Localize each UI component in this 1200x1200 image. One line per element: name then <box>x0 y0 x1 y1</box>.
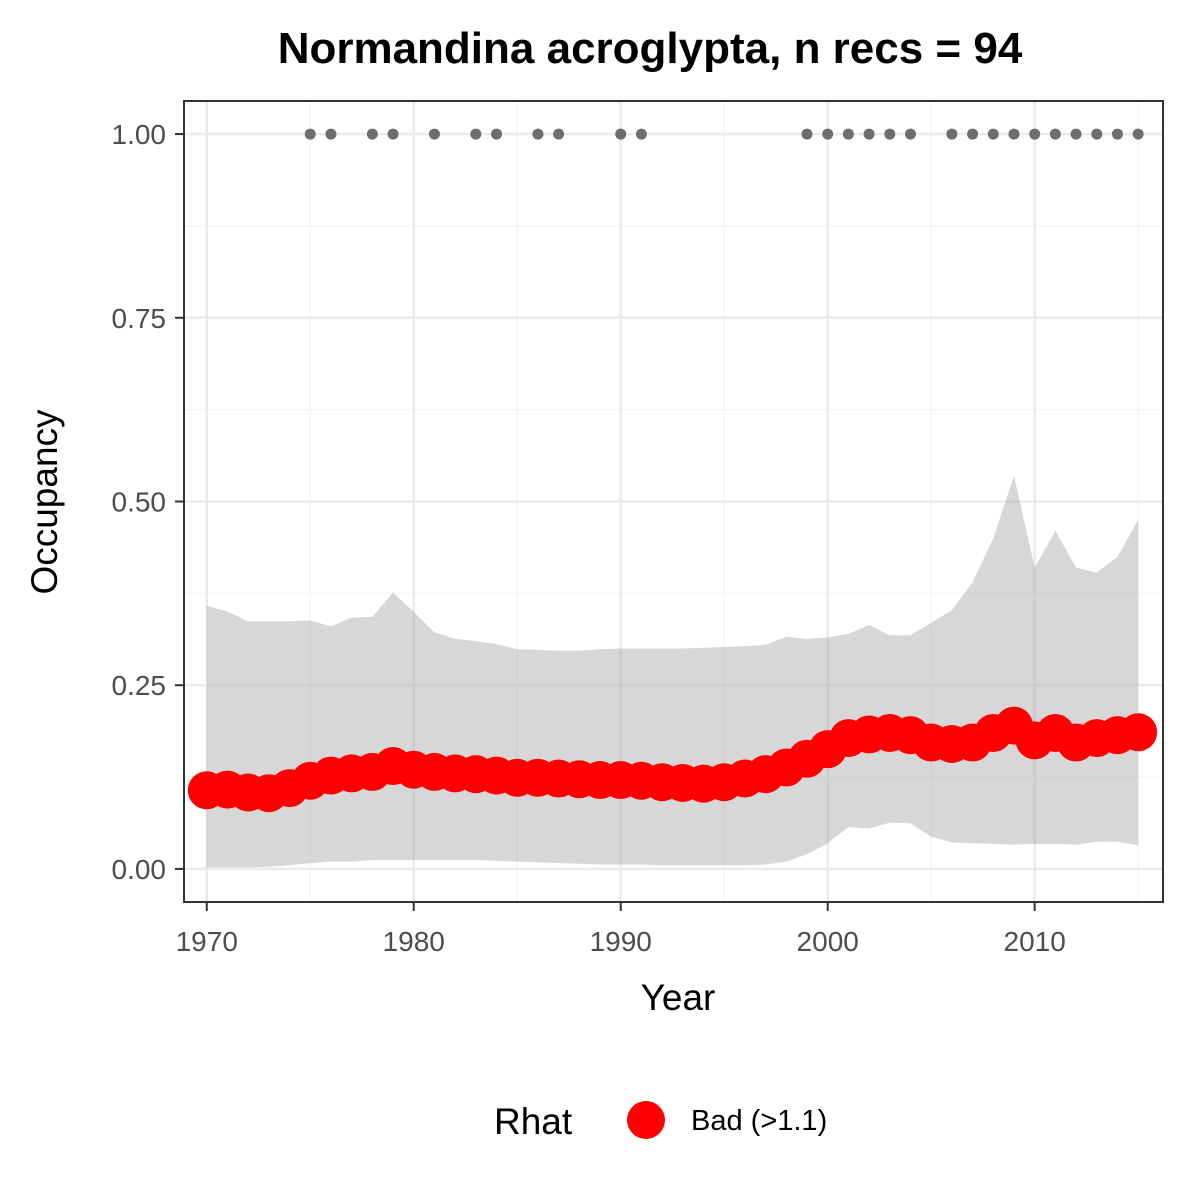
record-point <box>635 128 647 140</box>
legend-title: Rhat <box>494 1101 573 1142</box>
x-axis-title: Year <box>641 977 716 1018</box>
legend: Rhat Bad (>1.1) <box>494 1101 827 1142</box>
y-tick-label: 0.75 <box>112 303 167 334</box>
y-tick-label: 0.50 <box>112 487 167 518</box>
record-point <box>884 128 896 140</box>
x-tick-label: 1990 <box>590 926 652 957</box>
legend-key-bad-rhat <box>627 1101 665 1139</box>
record-point <box>1008 128 1020 140</box>
occupancy-points-layer <box>187 706 1158 813</box>
record-point <box>822 128 834 140</box>
record-point <box>1049 128 1061 140</box>
record-point <box>553 128 565 140</box>
x-axis: 1970 1980 1990 2000 2010 <box>176 902 1066 957</box>
x-tick-label: 2000 <box>797 926 859 957</box>
record-point <box>863 128 875 140</box>
record-point <box>1029 128 1041 140</box>
record-point <box>470 128 482 140</box>
record-point <box>366 128 378 140</box>
x-tick-label: 2010 <box>1004 926 1066 957</box>
y-tick-label: 0.00 <box>112 854 167 885</box>
y-tick-label: 1.00 <box>112 119 167 150</box>
major-gridlines <box>184 101 1163 902</box>
record-point <box>1132 128 1144 140</box>
y-axis-title: Occupancy <box>24 409 65 595</box>
record-point <box>304 128 316 140</box>
occupancy-point <box>1119 713 1158 752</box>
y-tick-label: 0.25 <box>112 670 167 701</box>
legend-label-bad-rhat: Bad (>1.1) <box>691 1105 827 1137</box>
record-point <box>967 128 979 140</box>
record-point <box>1091 128 1103 140</box>
record-point <box>615 128 627 140</box>
record-points-layer <box>304 128 1144 140</box>
chart-title: Normandina acroglypta, n recs = 94 <box>278 24 1023 73</box>
plot-panel <box>183 100 1164 903</box>
x-tick-label: 1970 <box>176 926 238 957</box>
record-point <box>801 128 813 140</box>
record-point <box>532 128 544 140</box>
record-point <box>842 128 854 140</box>
record-point <box>904 128 916 140</box>
x-tick-label: 1980 <box>383 926 445 957</box>
record-point <box>325 128 337 140</box>
record-point <box>387 128 399 140</box>
record-point <box>1070 128 1082 140</box>
record-point <box>987 128 999 140</box>
record-point <box>428 128 440 140</box>
record-point <box>1111 128 1123 140</box>
record-point <box>946 128 958 140</box>
record-point <box>491 128 503 140</box>
y-axis: 0.00 0.25 0.50 0.75 1.00 <box>112 119 184 885</box>
